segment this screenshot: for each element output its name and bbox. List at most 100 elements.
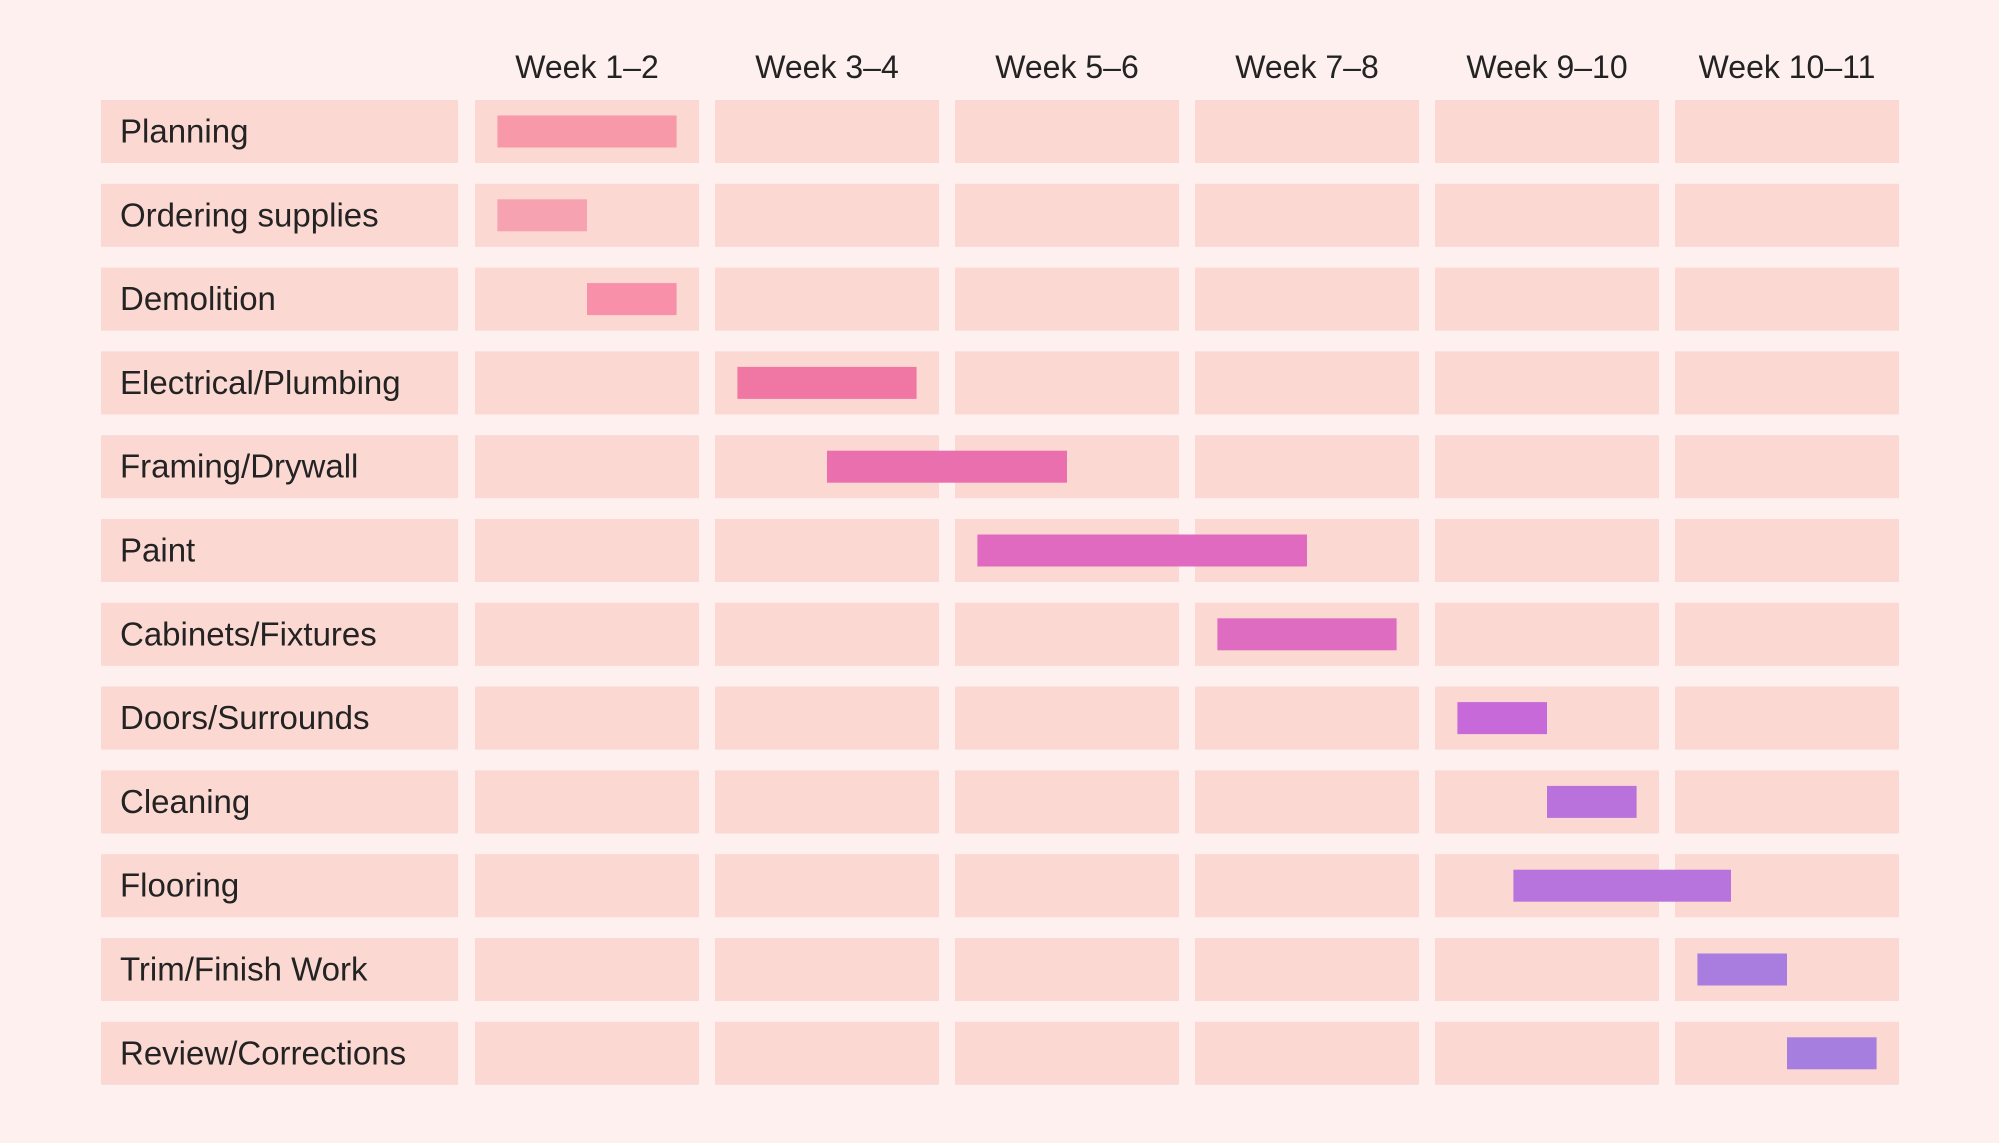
task-label: Cabinets/Fixtures bbox=[120, 615, 377, 652]
grid-cell bbox=[1195, 770, 1419, 834]
grid-cell bbox=[1675, 267, 1899, 331]
grid-cells bbox=[475, 100, 1899, 1085]
grid-cell bbox=[955, 854, 1179, 918]
task-label-cell bbox=[101, 938, 458, 1001]
grid-cell bbox=[475, 770, 699, 834]
task-label-cell bbox=[101, 1021, 458, 1085]
grid-cell bbox=[715, 770, 939, 834]
grid-cell bbox=[475, 519, 699, 582]
grid-cell bbox=[1435, 1021, 1659, 1085]
grid-cell bbox=[955, 100, 1179, 163]
grid-cell bbox=[1435, 267, 1659, 331]
grid-cell bbox=[1435, 100, 1659, 163]
grid-cell bbox=[1435, 519, 1659, 582]
grid-cell bbox=[715, 519, 939, 582]
task-bar bbox=[1787, 1037, 1877, 1070]
task-bar bbox=[497, 199, 587, 232]
task-label-cell bbox=[101, 519, 458, 582]
task-label-cell bbox=[101, 351, 458, 415]
task-bar bbox=[737, 366, 917, 399]
grid-cell bbox=[1195, 100, 1419, 163]
grid-cell bbox=[1435, 938, 1659, 1001]
task-bar bbox=[977, 534, 1307, 567]
task-bar bbox=[827, 450, 1067, 483]
grid-cell bbox=[1435, 435, 1659, 499]
grid-cell bbox=[955, 183, 1179, 247]
task-label: Cleaning bbox=[120, 783, 250, 820]
task-label-cell bbox=[101, 854, 458, 918]
grid-cell bbox=[955, 1021, 1179, 1085]
task-label-cell bbox=[101, 770, 458, 834]
grid-cell bbox=[955, 770, 1179, 834]
grid-cell bbox=[475, 1021, 699, 1085]
grid-cell bbox=[475, 351, 699, 415]
task-label: Doors/Surrounds bbox=[120, 699, 369, 736]
grid-cell bbox=[1675, 519, 1899, 582]
grid-cell bbox=[1195, 183, 1419, 247]
grid-cell bbox=[1195, 1021, 1419, 1085]
task-label: Paint bbox=[120, 532, 195, 569]
grid-cell bbox=[475, 435, 699, 499]
week-header-label: Week 10–11 bbox=[1699, 49, 1876, 85]
grid-cell bbox=[1675, 183, 1899, 247]
grid-cell bbox=[1675, 602, 1899, 666]
week-header-label: Week 7–8 bbox=[1235, 49, 1379, 85]
week-header-label: Week 5–6 bbox=[995, 49, 1139, 85]
week-header: Week 1–2 Week 3–4 Week 5–6 Week 7–8 Week 9–1… bbox=[515, 49, 1875, 85]
grid-cell bbox=[1675, 770, 1899, 834]
task-labels: Planning Ordering supplies Demolition Elect… bbox=[101, 100, 458, 1085]
task-label-cell bbox=[101, 435, 458, 499]
grid-cell bbox=[475, 602, 699, 666]
task-bar bbox=[1697, 953, 1787, 986]
task-label-cell bbox=[101, 267, 458, 331]
grid-cell bbox=[715, 1021, 939, 1085]
grid-cell bbox=[1675, 435, 1899, 499]
task-label-cell bbox=[101, 100, 458, 163]
grid-cell bbox=[1195, 351, 1419, 415]
task-label: Review/Corrections bbox=[120, 1034, 406, 1071]
grid-cell bbox=[475, 686, 699, 750]
grid-cell bbox=[1675, 686, 1899, 750]
grid-cell bbox=[1195, 686, 1419, 750]
grid-cell bbox=[475, 854, 699, 918]
task-label: Electrical/Plumbing bbox=[120, 364, 401, 401]
task-bar bbox=[497, 115, 677, 148]
task-label: Ordering supplies bbox=[120, 196, 379, 233]
grid-cell bbox=[1435, 183, 1659, 247]
grid-cell bbox=[1675, 351, 1899, 415]
grid-cell bbox=[1675, 100, 1899, 163]
grid-cell bbox=[715, 183, 939, 247]
task-bar bbox=[1547, 785, 1637, 818]
grid-cell bbox=[715, 686, 939, 750]
task-label: Trim/Finish Work bbox=[120, 951, 368, 988]
grid-cell bbox=[955, 686, 1179, 750]
task-bar bbox=[1457, 702, 1547, 735]
grid-cell bbox=[955, 267, 1179, 331]
grid-cell bbox=[1435, 351, 1659, 415]
task-bar bbox=[587, 283, 677, 316]
grid-cell bbox=[475, 938, 699, 1001]
grid-cell bbox=[715, 100, 939, 163]
task-label-cell bbox=[101, 602, 458, 666]
grid-cell bbox=[955, 602, 1179, 666]
grid-cell bbox=[1195, 938, 1419, 1001]
week-header-label: Week 3–4 bbox=[755, 49, 899, 85]
task-label-cell bbox=[101, 686, 458, 750]
task-bar bbox=[1513, 869, 1731, 902]
task-label: Demolition bbox=[120, 280, 276, 317]
task-label-cell bbox=[101, 183, 458, 247]
grid-cell bbox=[1195, 435, 1419, 499]
grid-cell bbox=[715, 854, 939, 918]
grid-cell bbox=[1435, 602, 1659, 666]
grid-cell bbox=[1195, 854, 1419, 918]
grid-cell bbox=[955, 351, 1179, 415]
grid-cell bbox=[715, 267, 939, 331]
week-header-label: Week 9–10 bbox=[1466, 49, 1627, 85]
week-header-label: Week 1–2 bbox=[515, 49, 659, 85]
grid-cell bbox=[1195, 267, 1419, 331]
task-label: Planning bbox=[120, 113, 248, 150]
grid-cell bbox=[715, 938, 939, 1001]
grid-cell bbox=[715, 602, 939, 666]
task-bars bbox=[497, 115, 1877, 1070]
